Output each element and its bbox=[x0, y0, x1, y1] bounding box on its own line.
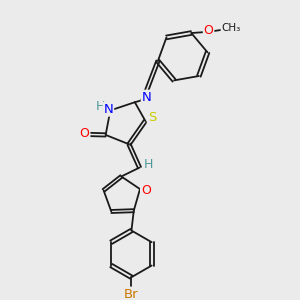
Text: N: N bbox=[103, 103, 113, 116]
Text: CH₃: CH₃ bbox=[221, 23, 241, 33]
Text: Br: Br bbox=[124, 287, 139, 300]
Text: O: O bbox=[141, 184, 151, 197]
Text: N: N bbox=[142, 91, 152, 103]
Text: O: O bbox=[204, 24, 214, 38]
Text: S: S bbox=[148, 111, 156, 124]
Text: H: H bbox=[144, 158, 154, 171]
Text: H: H bbox=[96, 100, 105, 113]
Text: O: O bbox=[80, 128, 90, 140]
